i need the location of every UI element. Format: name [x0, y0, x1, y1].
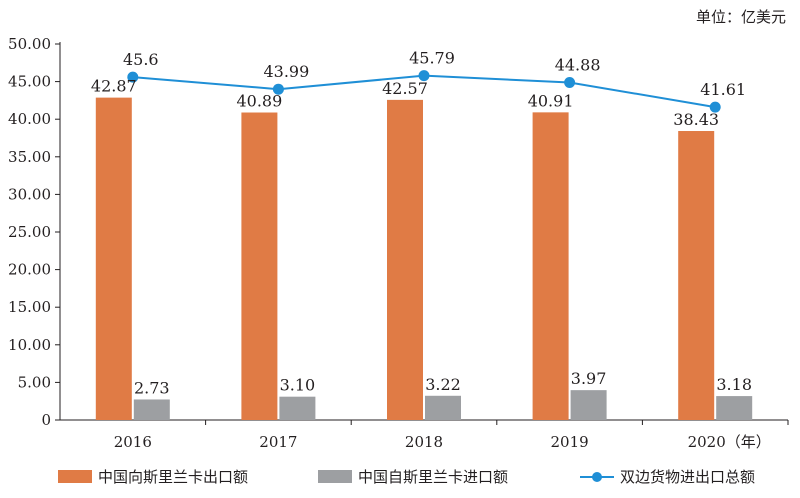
y-tick-label: 25.00 — [8, 223, 51, 241]
y-tick-label: 35.00 — [8, 148, 51, 166]
export-bar — [532, 112, 569, 420]
export-value-label: 42.57 — [382, 79, 428, 98]
export-bar — [387, 99, 423, 420]
import-bar — [570, 390, 607, 420]
total-line-point — [564, 77, 576, 89]
export-value-label: 42.87 — [91, 77, 137, 96]
x-tick-label: 2020（年） — [688, 433, 771, 451]
total-value-label: 45.79 — [409, 49, 455, 68]
x-tick-label: 2018 — [405, 433, 443, 451]
legend-label-import: 中国自斯里兰卡进口额 — [358, 468, 509, 486]
total-line — [127, 70, 721, 113]
export-bar — [241, 112, 278, 420]
import-value-label: 3.22 — [425, 375, 461, 394]
total-value-label: 45.6 — [123, 50, 159, 69]
legend-swatch-import — [318, 470, 352, 483]
export-bar — [95, 97, 132, 420]
x-tick-label: 2019 — [551, 433, 589, 451]
y-tick-label: 5.00 — [18, 373, 51, 391]
legend-swatch-export — [58, 470, 92, 483]
export-value-label: 40.89 — [236, 92, 282, 111]
total-line-point — [272, 83, 284, 95]
import-value-label: 3.18 — [716, 375, 752, 394]
bars — [95, 97, 753, 420]
y-tick-label: 30.00 — [8, 185, 51, 203]
total-value-label: 44.88 — [555, 56, 601, 75]
total-line-point — [127, 71, 139, 83]
legend-item-import: 中国自斯里兰卡进口额 — [318, 466, 508, 487]
y-tick-label: 40.00 — [8, 110, 51, 128]
total-value-label: 43.99 — [263, 62, 309, 81]
import-bar — [716, 396, 753, 420]
y-tick-label: 20.00 — [8, 261, 51, 279]
axes: 0 5.00 10.00 15.00 20.00 25.00 30.00 35.00 40.00… — [8, 35, 789, 451]
legend-item-export: 中国向斯里兰卡出口额 — [58, 466, 248, 487]
legend: 中国向斯里兰卡出口额 中国自斯里兰卡进口额 双边货物进出口总额 — [0, 466, 800, 494]
import-value-label: 2.73 — [134, 378, 170, 397]
legend-swatch-total — [580, 470, 614, 483]
y-tick-label: 10.00 — [8, 336, 51, 354]
y-tick-label: 50.00 — [8, 35, 51, 53]
export-value-label: 38.43 — [673, 110, 719, 129]
total-line-point — [709, 101, 721, 113]
legend-label-export: 中国向斯里兰卡出口额 — [98, 468, 249, 486]
legend-item-total: 双边货物进出口总额 — [580, 466, 755, 487]
y-tick-label: 15.00 — [8, 298, 51, 316]
unit-label: 单位：亿美元 — [695, 8, 786, 26]
import-value-label: 3.10 — [280, 376, 316, 395]
total-value-label: 41.61 — [700, 80, 746, 99]
import-bar — [279, 396, 316, 420]
y-tick-label: 0 — [41, 411, 51, 429]
total-line-point — [418, 70, 430, 82]
legend-label-total: 双边货物进出口总额 — [620, 468, 756, 486]
value-labels: 42.87 40.89 42.57 40.91 38.43 2.73 3.10 3.22 3.9… — [91, 49, 752, 398]
y-tick-label: 45.00 — [8, 73, 51, 91]
export-bar — [678, 131, 715, 420]
export-value-label: 40.91 — [528, 91, 574, 110]
import-bar — [425, 395, 461, 420]
import-bar — [133, 399, 170, 420]
x-tick-label: 2017 — [259, 433, 297, 451]
import-value-label: 3.97 — [571, 369, 607, 388]
x-tick-label: 2016 — [114, 433, 152, 451]
